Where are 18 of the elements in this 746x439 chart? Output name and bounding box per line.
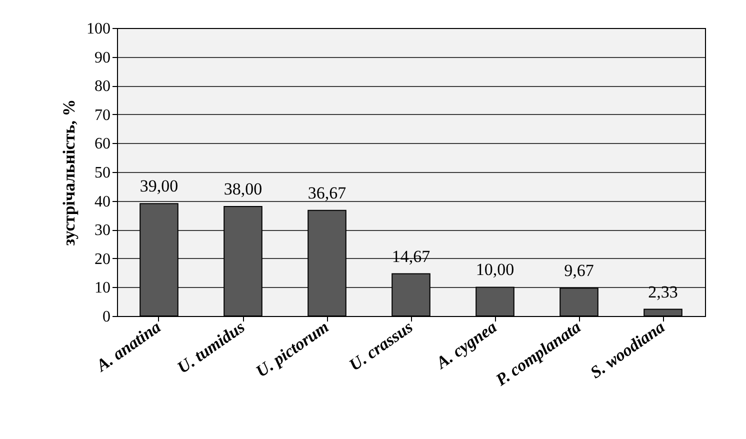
y-tick-label: 30 bbox=[94, 222, 110, 240]
y-tick-label: 20 bbox=[94, 250, 110, 268]
y-tick-label: 100 bbox=[86, 20, 110, 38]
y-tick-label: 80 bbox=[94, 78, 110, 96]
data-label: 9,67 bbox=[564, 261, 594, 280]
y-tick-label: 50 bbox=[94, 164, 110, 182]
data-label: 36,67 bbox=[308, 183, 347, 202]
data-label: 38,00 bbox=[224, 180, 262, 199]
y-tick-label: 90 bbox=[94, 49, 110, 66]
data-label: 10,00 bbox=[476, 260, 514, 280]
data-label: 39,00 bbox=[140, 176, 178, 196]
y-axis-title: зустрічальність, % bbox=[60, 99, 78, 246]
y-tick-label: 60 bbox=[94, 136, 110, 153]
y-tick-label: 70 bbox=[94, 106, 110, 124]
y-tick-label: 40 bbox=[94, 193, 110, 210]
y-tick-label: 0 bbox=[102, 308, 110, 326]
data-label: 2,33 bbox=[648, 282, 678, 302]
y-tick-label: 10 bbox=[94, 280, 110, 297]
